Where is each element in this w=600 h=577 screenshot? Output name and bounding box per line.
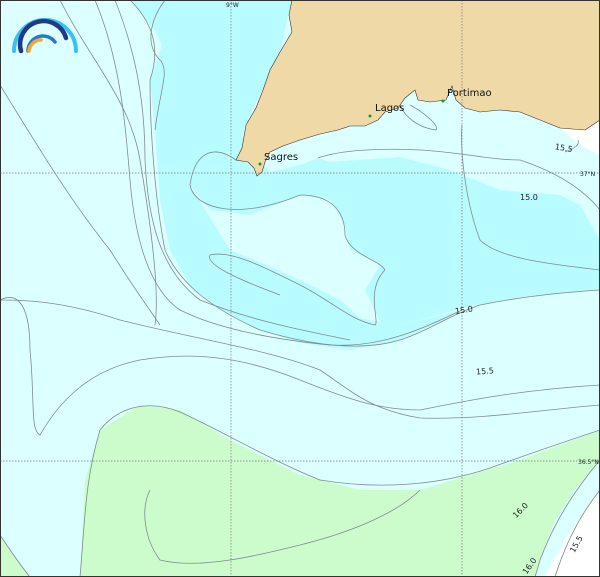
city-marker-portimao	[441, 99, 445, 103]
sea-cold-region-main	[130, 0, 462, 350]
city-label-sagres[interactable]: Sagres	[264, 152, 298, 163]
contour-label: 15.5	[476, 366, 495, 377]
sea-warm-region	[80, 405, 600, 577]
city-marker-sagres	[258, 162, 262, 166]
contour-label: 15.0	[520, 193, 538, 202]
grid-label-lon: 9°W	[226, 2, 239, 9]
contour-label: 15.5	[554, 142, 573, 154]
grid-label-lat-37: 37°N	[580, 171, 595, 178]
arc-logo-icon	[12, 18, 78, 54]
city-label-lagos[interactable]: Lagos	[375, 103, 404, 114]
city-label-portimao[interactable]: Portimao	[447, 88, 492, 99]
contour-label: 15.0	[455, 305, 474, 316]
grid-label-lat-36-5: 36.5°N	[578, 459, 599, 466]
city-marker-lagos	[368, 114, 372, 118]
land-algarve	[235, 0, 600, 177]
